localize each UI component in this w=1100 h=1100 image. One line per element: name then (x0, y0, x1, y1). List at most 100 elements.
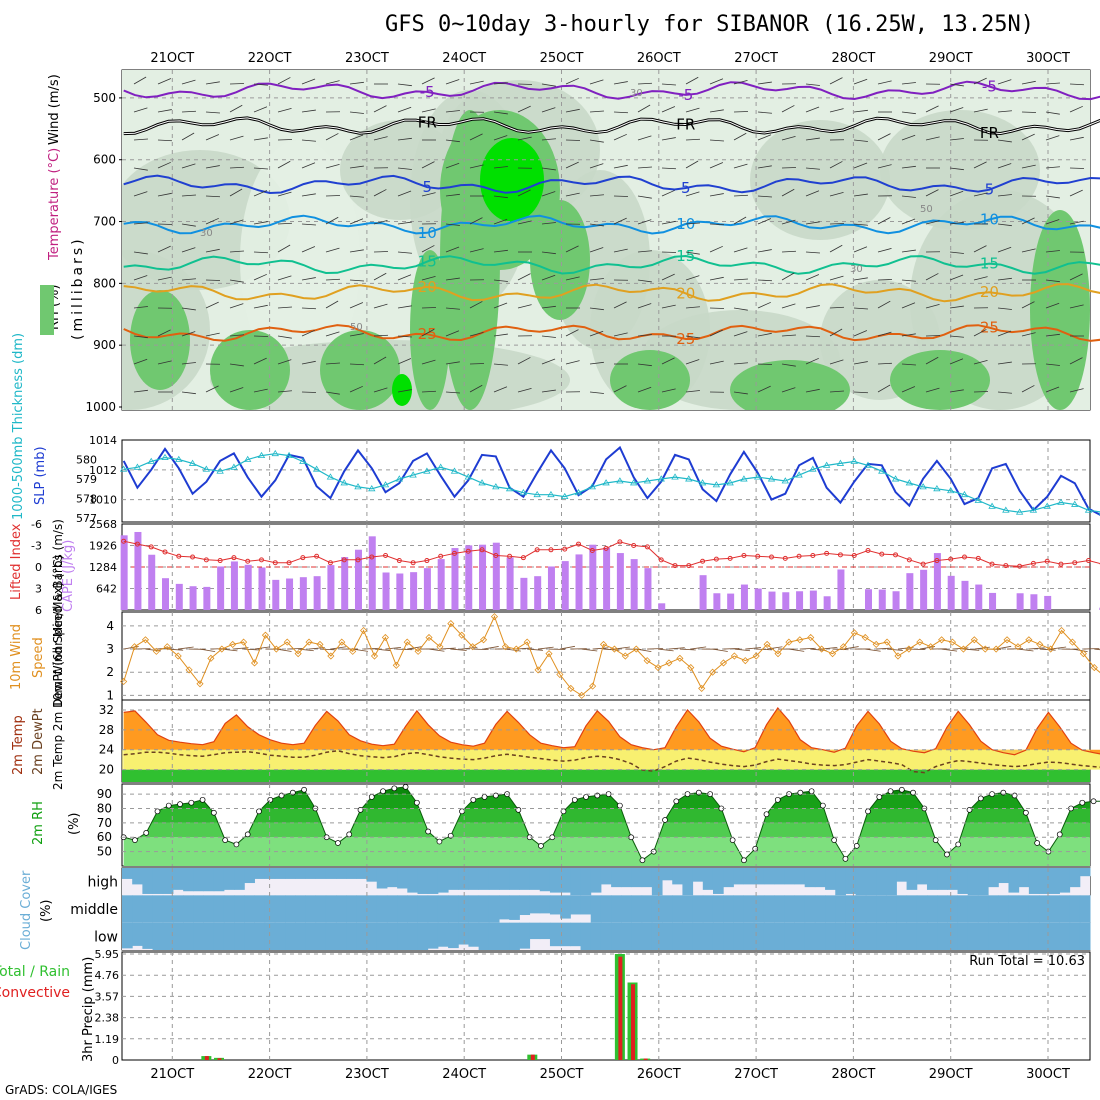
rh-marker (1056, 831, 1063, 838)
li-marker (121, 538, 127, 544)
x-tick-label-top: 27OCT (734, 51, 778, 66)
rh-axis-labels: 2m RH (31, 801, 46, 845)
cloud-cover-bar (855, 868, 867, 896)
cloud-cover-bar (692, 922, 704, 950)
thickness-marker (271, 449, 279, 457)
cloud-cover-bar (682, 922, 694, 950)
precip-tick-label: 3.57 (95, 990, 120, 1003)
wind-barb (349, 333, 364, 337)
cloud-cover-bar (254, 922, 266, 950)
wind-barb (685, 306, 700, 309)
li-marker (589, 548, 595, 554)
thickness-marker (767, 475, 776, 482)
wind-barb (925, 220, 940, 225)
cloud-cover-bar (122, 868, 133, 879)
wind-barb (661, 388, 676, 393)
wind-barb (613, 301, 627, 309)
wind-barb (685, 76, 699, 85)
rh-marker (774, 796, 781, 803)
cloud-cover-bar (906, 868, 918, 890)
rh-marker (244, 831, 251, 838)
thickness-marker (423, 467, 431, 474)
wind-barb (829, 244, 843, 253)
li-marker (782, 555, 788, 561)
wind-barb (541, 107, 556, 113)
li-marker (162, 549, 168, 555)
precip-axis-label: 3hr Precip (mm) (81, 957, 96, 1062)
isotherm-label: -5 (420, 83, 435, 101)
li-marker (961, 554, 967, 560)
rh-band-fill (123, 837, 1090, 866)
wind-barb (613, 385, 627, 393)
cloud-cover-bar (1049, 895, 1060, 923)
rh-marker (549, 834, 556, 841)
thickness-marker (533, 490, 541, 498)
wind-barb-10m (1017, 648, 1034, 652)
rh-high-region (210, 330, 290, 410)
wind-barb (301, 109, 316, 113)
wind-barb (901, 111, 916, 115)
temp-axis-label: 2m Temp (11, 715, 26, 775)
cloud-cover-bar (896, 868, 908, 882)
rh-marker (538, 843, 544, 849)
rh-marker (154, 808, 161, 815)
wind-barb (181, 307, 196, 311)
rh-marker (741, 857, 747, 864)
wind-barb (181, 163, 196, 169)
wind-barb (757, 301, 771, 309)
wind-barb (133, 107, 148, 113)
li-marker (424, 558, 430, 564)
wind-barb (1045, 250, 1060, 253)
cloud-cover-bar (244, 868, 255, 884)
cloud-cover-bar (499, 922, 510, 950)
cloud-cover-bar (845, 922, 857, 950)
wind-barb (517, 220, 532, 225)
cape-bar (492, 542, 500, 610)
thickness-marker (781, 477, 789, 484)
isotherm-label: FR (418, 113, 437, 131)
wind-speed-marker (1079, 650, 1087, 658)
wind-barb (709, 245, 723, 253)
cloud-cover-bar (488, 868, 500, 890)
wind-speed-marker (185, 666, 193, 674)
li-marker (1044, 558, 1050, 564)
wind-speed-marker (392, 661, 400, 669)
cloud-cover-bar (723, 895, 734, 923)
wind-barb (685, 222, 700, 225)
rh-high-region (130, 290, 190, 390)
cloud-cover-bar (702, 868, 714, 890)
rh-contour-label: 30 (200, 228, 213, 239)
cloud-cover-bar (814, 922, 826, 950)
wind-barb (397, 106, 412, 113)
wind-barb (373, 334, 389, 337)
thickness-marker (685, 475, 693, 482)
wind-barb (565, 360, 580, 365)
precip-tick-label: 0 (112, 1054, 119, 1067)
precip-panel: 0 1.19 2.38 3.57 4.76 5.95 Run Total = 10.63 To… (0, 948, 1091, 1082)
cloud-cover-bar (488, 922, 500, 950)
wind-barb (181, 110, 197, 113)
li-marker (520, 555, 526, 561)
cloud-cover-bar (162, 868, 174, 894)
wind-barb (901, 195, 916, 198)
thickness-marker (974, 496, 982, 503)
cloud-cover-bar (784, 895, 796, 923)
thickness-marker (257, 451, 266, 459)
li-marker (658, 557, 664, 563)
wind-barb (277, 107, 292, 113)
cloud-cover-bar (203, 895, 215, 923)
cloud-cover-bar (876, 868, 887, 896)
cloud-cover-bar (519, 868, 531, 890)
rh-tick-label: 80 (97, 801, 112, 815)
x-tick-label-top: 26OCT (637, 51, 681, 66)
wind-speed-marker (894, 652, 902, 660)
cloud-cover-bar (712, 868, 724, 894)
rh-high-region (610, 350, 690, 410)
wind-axis-labels-2: Speed (31, 637, 46, 678)
li-marker (755, 553, 761, 559)
wind-barb-10m (690, 646, 707, 650)
cloud-cover-bar (763, 895, 775, 923)
wind-barb-10m (712, 648, 728, 652)
wind-speed-marker (338, 638, 346, 646)
upper-unit-label-group: (millibars) (70, 236, 86, 340)
